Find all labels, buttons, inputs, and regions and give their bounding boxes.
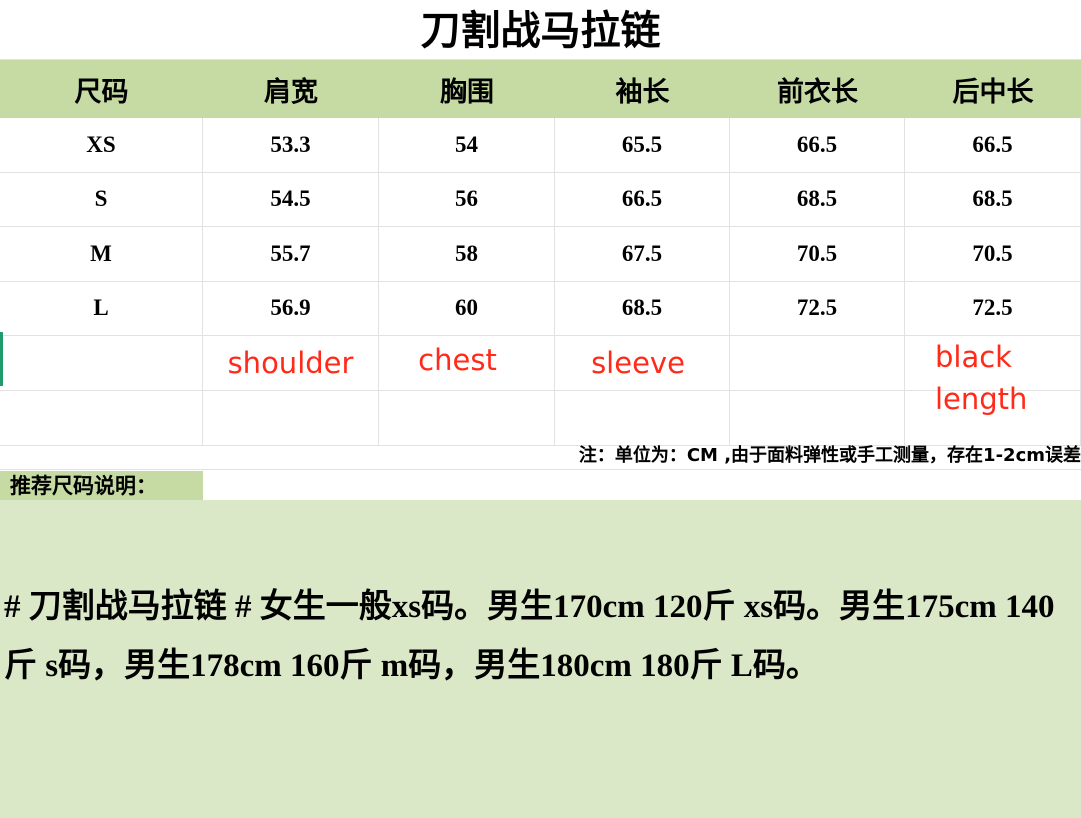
header-size: 尺码 <box>74 76 129 108</box>
cell[interactable]: shoulder <box>203 336 379 390</box>
cell[interactable]: L <box>0 281 203 335</box>
cell[interactable]: 66.5 <box>905 118 1081 172</box>
cell[interactable]: 66.5 <box>555 172 730 226</box>
header-row: 尺码 肩宽 胸围 袖长 前衣长 后中长 <box>0 60 1081 118</box>
header-sleeve: 袖长 <box>615 76 670 108</box>
sheet-title: 刀割战马拉链 <box>0 0 1081 60</box>
cell[interactable]: 58 <box>379 227 555 281</box>
cell[interactable]: M <box>0 227 203 281</box>
cell[interactable]: 55.7 <box>203 227 379 281</box>
cell[interactable]: 70.5 <box>905 227 1081 281</box>
header-front-length: 前衣长 <box>777 76 858 108</box>
cell[interactable] <box>0 391 203 445</box>
annotation-sleeve: sleeve <box>591 346 685 380</box>
cell[interactable]: chest <box>379 336 555 390</box>
header-back-length: 后中长 <box>952 76 1034 108</box>
cell[interactable]: 70.5 <box>730 227 905 281</box>
cell[interactable]: 68.5 <box>905 172 1081 226</box>
cell[interactable]: 68.5 <box>555 281 730 335</box>
empty-row <box>0 391 1081 446</box>
size-table: XS 53.3 54 65.5 66.5 66.5 S 54.5 56 66.5… <box>0 118 1081 446</box>
cell[interactable] <box>379 391 555 445</box>
cell[interactable]: XS <box>0 118 203 172</box>
row-selection-marker <box>0 332 3 386</box>
cell[interactable] <box>0 336 203 390</box>
cell[interactable]: 54.5 <box>203 172 379 226</box>
cell[interactable]: 72.5 <box>905 281 1081 335</box>
annotation-row: shoulder chest sleeve black length <box>0 336 1081 416</box>
cell[interactable]: black length <box>905 336 1081 416</box>
cell[interactable]: 56 <box>379 172 555 226</box>
cell[interactable]: 68.5 <box>730 172 905 226</box>
recommend-text: # 刀割战马拉链 # 女生一般xs码。男生170cm 120斤 xs码。男生17… <box>0 500 1081 818</box>
table-row: M 55.7 58 67.5 70.5 70.5 <box>0 227 1081 282</box>
cell[interactable] <box>203 391 379 445</box>
header-shoulder: 肩宽 <box>264 76 318 108</box>
annotation-shoulder: shoulder <box>227 346 354 380</box>
annotation-back-length: black length <box>935 340 1028 416</box>
unit-note: 注：单位为：CM ,由于面料弹性或手工测量，存在1-2cm误差 <box>0 440 1081 470</box>
cell[interactable] <box>730 391 905 445</box>
table-row: S 54.5 56 66.5 68.5 68.5 <box>0 172 1081 227</box>
cell[interactable]: 67.5 <box>555 227 730 281</box>
cell[interactable] <box>555 391 730 445</box>
cell[interactable]: S <box>0 172 203 226</box>
annotation-chest: chest <box>418 343 497 377</box>
cell[interactable]: sleeve <box>555 336 730 390</box>
cell[interactable]: 54 <box>379 118 555 172</box>
cell[interactable]: 60 <box>379 281 555 335</box>
cell[interactable]: 66.5 <box>730 118 905 172</box>
cell[interactable]: 65.5 <box>555 118 730 172</box>
cell[interactable] <box>730 336 905 390</box>
cell[interactable]: 72.5 <box>730 281 905 335</box>
recommend-label: 推荐尺码说明： <box>0 471 203 500</box>
cell[interactable]: 53.3 <box>203 118 379 172</box>
header-chest: 胸围 <box>440 76 494 108</box>
table-row: L 56.9 60 68.5 72.5 72.5 <box>0 281 1081 336</box>
table-row: XS 53.3 54 65.5 66.5 66.5 <box>0 118 1081 173</box>
cell[interactable]: 56.9 <box>203 281 379 335</box>
unit-note-text: 注：单位为：CM ,由于面料弹性或手工测量，存在1-2cm误差 <box>578 445 1081 466</box>
